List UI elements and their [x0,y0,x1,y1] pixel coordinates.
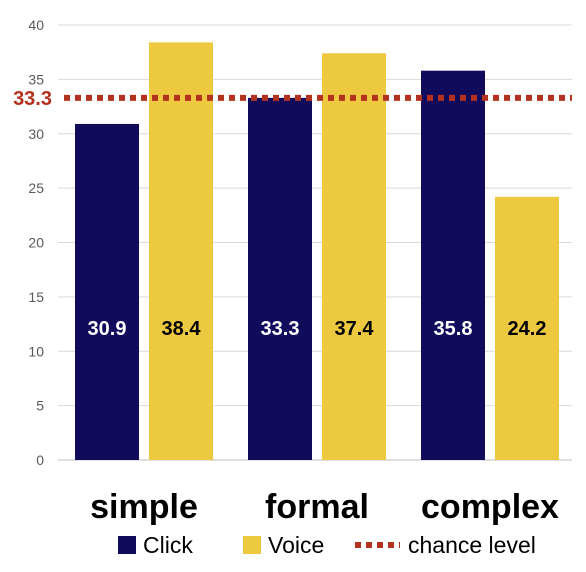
data-label: 30.9 [88,318,127,340]
y-tick-label: 30 [28,126,44,142]
legend-swatch-voice [243,536,261,554]
bar-click-formal [248,97,312,461]
category-label-simple: simple [90,488,198,526]
category-label-complex: complex [421,488,559,526]
gridlines [58,24,572,461]
category-labels: simple formal complex [90,488,559,526]
y-tick-label: 0 [36,452,44,468]
y-tick-label: 15 [28,289,44,305]
legend-label-chance-level: chance level [408,532,536,558]
y-tick-label: 20 [28,235,44,251]
data-labels: 30.9 38.4 33.3 37.4 35.8 24.2 [88,318,547,340]
bar-voice-simple [149,42,213,461]
category-label-formal: formal [265,488,369,526]
bar-voice-formal [322,53,386,461]
legend-swatch-click [118,536,136,554]
legend-label-voice: Voice [268,532,324,558]
y-tick-label: 35 [28,71,44,87]
y-axis-tick-labels: 0 5 10 15 20 25 30 35 40 [28,17,44,468]
legend: Click Voice chance level [118,532,536,558]
data-label: 33.3 [261,318,300,340]
y-tick-label: 10 [28,343,44,359]
y-tick-label: 5 [36,398,44,414]
chance-level-line: 33.3 [13,88,572,110]
y-tick-label: 40 [28,17,44,33]
bars [75,42,559,461]
bar-click-complex [421,70,485,461]
data-label: 37.4 [335,318,375,340]
y-tick-label: 25 [28,180,44,196]
data-label: 38.4 [162,318,202,340]
data-label: 35.8 [434,318,473,340]
data-label: 24.2 [508,318,547,340]
bar-click-simple [75,123,139,461]
bar-voice-complex [495,196,559,460]
chance-level-value-label: 33.3 [13,88,52,110]
legend-label-click: Click [143,532,193,558]
